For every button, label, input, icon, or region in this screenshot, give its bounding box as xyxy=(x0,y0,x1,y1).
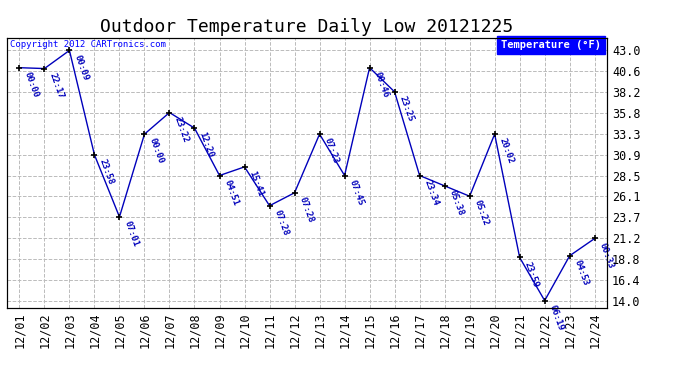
Text: 12:20: 12:20 xyxy=(197,131,215,159)
Text: 00:46: 00:46 xyxy=(373,70,390,99)
Text: 07:23: 07:23 xyxy=(322,137,340,165)
Text: 22:17: 22:17 xyxy=(47,71,65,100)
Text: 07:28: 07:28 xyxy=(273,209,290,237)
Text: 23:58: 23:58 xyxy=(97,158,115,186)
Text: 15:41: 15:41 xyxy=(247,170,265,198)
Text: 04:53: 04:53 xyxy=(573,258,590,287)
Text: 00:00: 00:00 xyxy=(147,137,165,165)
Title: Outdoor Temperature Daily Low 20121225: Outdoor Temperature Daily Low 20121225 xyxy=(101,18,513,36)
Text: 00:00: 00:00 xyxy=(22,70,40,99)
Text: 00:09: 00:09 xyxy=(72,53,90,81)
Text: Copyright 2012 CARTronics.com: Copyright 2012 CARTronics.com xyxy=(10,40,166,49)
Text: 00:33: 00:33 xyxy=(598,241,615,270)
Text: 07:28: 07:28 xyxy=(297,195,315,224)
Text: 07:01: 07:01 xyxy=(122,220,140,248)
Text: 20:02: 20:02 xyxy=(497,137,515,165)
Text: 23:34: 23:34 xyxy=(422,178,440,207)
Text: Temperature (°F): Temperature (°F) xyxy=(501,40,601,50)
Text: 23:22: 23:22 xyxy=(172,116,190,144)
Text: 07:45: 07:45 xyxy=(347,178,365,207)
Text: 05:38: 05:38 xyxy=(447,189,465,217)
Text: 05:22: 05:22 xyxy=(473,199,490,227)
Text: 23:25: 23:25 xyxy=(397,94,415,123)
Text: 23:59: 23:59 xyxy=(522,260,540,289)
Text: 04:51: 04:51 xyxy=(222,178,240,207)
Text: 06:19: 06:19 xyxy=(547,303,565,332)
